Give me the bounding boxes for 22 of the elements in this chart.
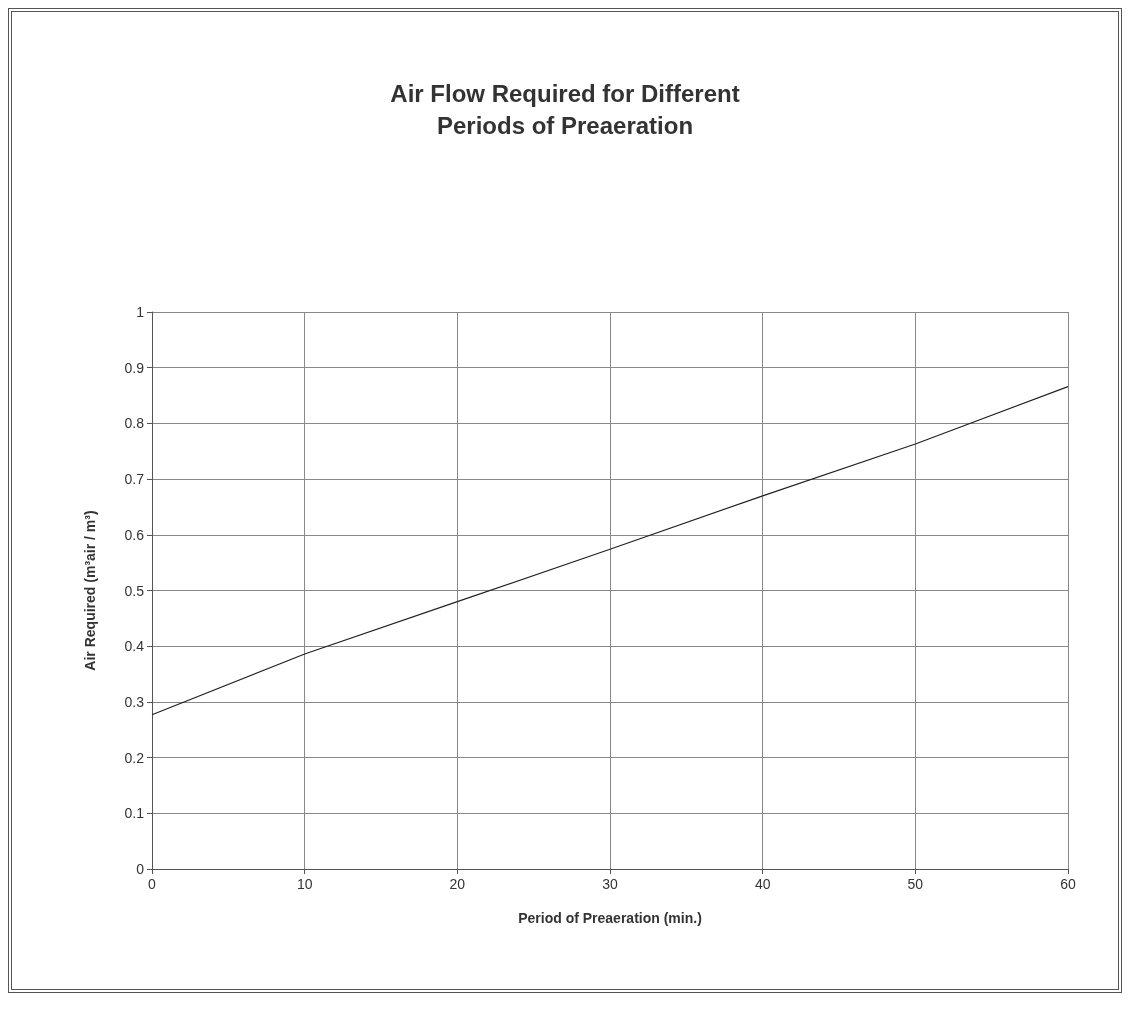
x-tick-label: 30: [602, 876, 618, 892]
x-tick-label: 0: [148, 876, 157, 892]
y-tick-label: 0.8: [124, 415, 145, 432]
x-tick-label: 50: [907, 876, 924, 892]
y-tick-label: 0.4: [124, 638, 145, 655]
y-axis-title: Air Required (m³air / m³): [82, 510, 98, 671]
x-tick-label: 60: [1060, 876, 1076, 892]
x-tick-label: 10: [296, 876, 313, 892]
y-tick-label: 0.5: [124, 582, 145, 599]
y-tick-label: 0: [136, 861, 145, 877]
y-tick-label: 0.2: [124, 749, 145, 766]
x-tick-label: 40: [754, 876, 771, 892]
y-tick-label: 0.3: [124, 693, 145, 710]
y-tick-label: 0.6: [124, 526, 145, 543]
line-series: [151, 386, 1069, 716]
y-tick-label: 0.7: [124, 471, 145, 488]
x-tick-label: 20: [449, 876, 466, 892]
chart-title: Air Flow Required for Different Periods of Preaeration: [390, 79, 740, 139]
y-tick-label: 1: [136, 304, 145, 320]
x-axis-title: Period of Preaeration (min.): [518, 910, 702, 926]
y-tick-label: 0.1: [124, 805, 145, 822]
y-tick-label: 0.9: [124, 359, 145, 376]
